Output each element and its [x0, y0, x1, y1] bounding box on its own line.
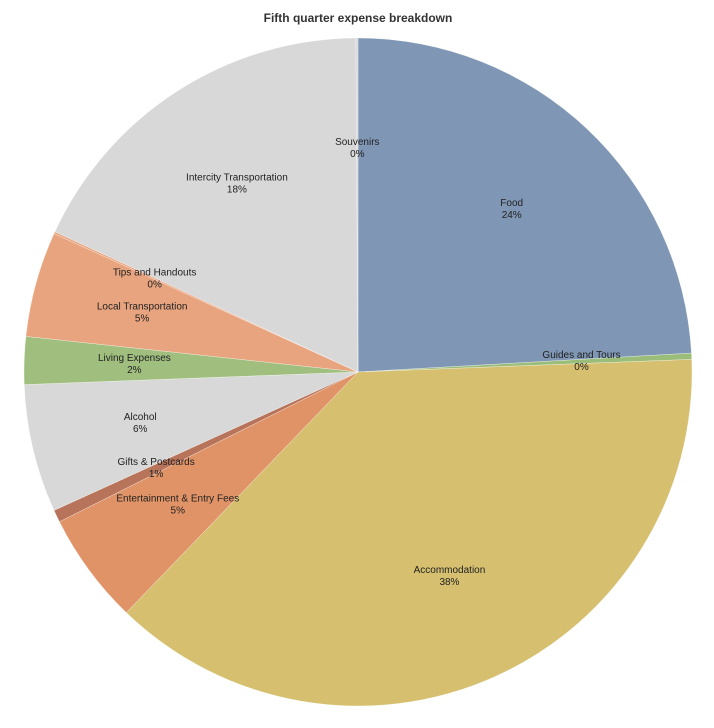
slice-value-label: 24% [502, 210, 522, 221]
slice-value-label: 0% [574, 362, 589, 373]
slice-value-label: 38% [439, 577, 459, 588]
slice-label: Accommodation [414, 565, 486, 576]
pie-slice [357, 37, 692, 373]
slice-value-label: 0% [350, 149, 365, 160]
slice-value-label: 0% [147, 279, 162, 290]
slice-label: Guides and Tours [542, 350, 620, 361]
slice-label: Local Transportation [97, 302, 188, 313]
slice-label: Gifts & Postcards [117, 457, 194, 468]
slice-label: Intercity Transportation [186, 172, 288, 183]
slice-value-label: 1% [149, 469, 164, 480]
slice-label: Alcohol [124, 412, 157, 423]
slice-value-label: 18% [227, 184, 247, 195]
slice-label: Living Expenses [98, 353, 171, 364]
slice-label: Tips and Handouts [113, 267, 197, 278]
pie-slice [125, 359, 693, 707]
slice-label: Food [500, 198, 523, 209]
pie-slice [23, 371, 359, 511]
chart-title: Fifth quarter expense breakdown [264, 11, 453, 25]
slice-value-label: 5% [135, 314, 150, 325]
slice-label: Souvenirs [335, 137, 379, 148]
pie-slice [355, 37, 359, 373]
pie-slice [54, 37, 359, 373]
slice-value-label: 6% [133, 424, 148, 435]
slice-value-label: 2% [127, 365, 142, 376]
slice-value-label: 5% [171, 505, 186, 516]
slice-label: Entertainment & Entry Fees [116, 493, 239, 504]
